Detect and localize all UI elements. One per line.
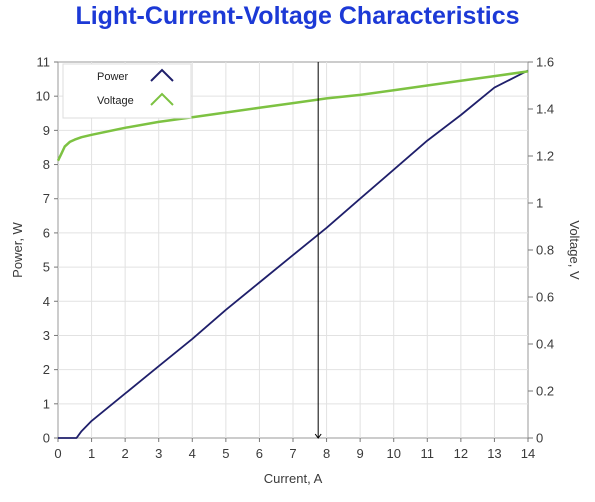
x-tick-label: 5	[222, 446, 229, 461]
y-tick-label: 5	[43, 260, 50, 275]
y-tick-label: 11	[37, 55, 51, 70]
y-tick-label: 10	[36, 89, 50, 104]
series-lines	[56, 69, 529, 439]
legend-label-voltage: Voltage	[97, 95, 134, 107]
x-tick-label: 3	[155, 446, 162, 461]
x-tick-label: 8	[323, 446, 330, 461]
series-line-power	[58, 69, 529, 439]
series-line-voltage	[56, 70, 529, 162]
x-tick-label: 2	[122, 446, 129, 461]
legend: Power Voltage	[62, 63, 192, 119]
x-tick-label: 1	[88, 446, 95, 461]
x-tick-label: 4	[189, 446, 196, 461]
cursor-arrow-icon	[314, 433, 322, 439]
y-axis-label: Power, W	[10, 221, 25, 277]
x-tick-label: 6	[256, 446, 263, 461]
y2-tick-label: 0.6	[536, 290, 554, 305]
y2-axis-label: Voltage, V	[567, 220, 582, 280]
y2-tick-label: 1.2	[536, 149, 554, 164]
x-tick-label: 9	[357, 446, 364, 461]
y2-tick-label: 0	[536, 431, 543, 446]
x-tick-label: 10	[386, 446, 400, 461]
y-tick-label: 9	[43, 123, 50, 138]
y-tick-label: 4	[43, 294, 50, 309]
y-tick-label: 7	[43, 191, 50, 206]
y-tick-label: 0	[43, 431, 50, 446]
y2-tick-label: 0.8	[536, 243, 554, 258]
x-tick-label: 7	[289, 446, 296, 461]
y2-tick-label: 1.6	[536, 55, 554, 70]
y-tick-label: 1	[43, 396, 50, 411]
x-tick-label: 11	[421, 446, 435, 461]
x-tick-label: 14	[521, 446, 535, 461]
y2-tick-label: 0.4	[536, 337, 554, 352]
legend-marker-voltage-icon	[150, 92, 174, 106]
ticks: 0 1 2 3 4 5 6 7 8 9 10 11 12 13 140123456789101100.20.…	[36, 55, 555, 462]
y2-tick-label: 0.2	[536, 384, 554, 399]
x-axis-label: Current, A	[264, 471, 323, 486]
grid	[58, 62, 528, 438]
chart-title: Light-Current-Voltage Characteristics	[75, 2, 520, 30]
y2-tick-label: 1	[536, 196, 543, 211]
legend-box	[62, 63, 192, 119]
y-tick-label: 6	[43, 225, 50, 240]
y2-tick-label: 1.4	[536, 102, 554, 117]
legend-label-power: Power	[97, 71, 129, 83]
y-tick-label: 2	[43, 362, 50, 377]
x-tick-label: 12	[454, 446, 468, 461]
y-tick-label: 8	[43, 157, 50, 172]
x-tick-label: 13	[487, 446, 501, 461]
y-tick-label: 3	[43, 328, 50, 343]
legend-marker-power-icon	[150, 68, 174, 82]
x-tick-label: 0	[54, 446, 61, 461]
